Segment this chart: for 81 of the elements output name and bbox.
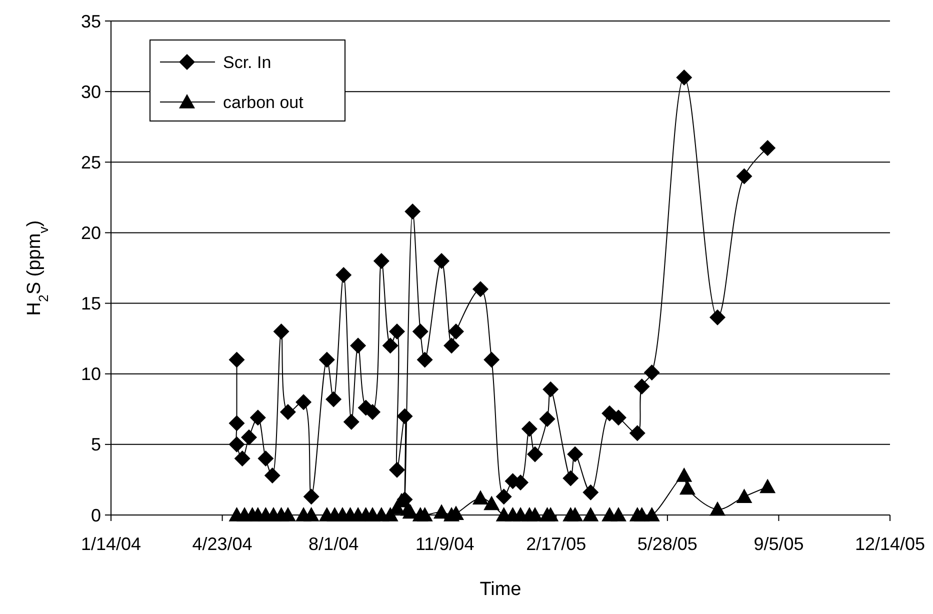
point — [582, 507, 599, 522]
x-tick-label: 4/23/04 — [192, 534, 252, 554]
point — [676, 467, 692, 482]
point — [389, 462, 406, 478]
point — [644, 507, 660, 522]
point — [472, 490, 488, 504]
x-tick-label: 11/9/04 — [415, 534, 474, 554]
point — [736, 168, 752, 184]
point — [496, 488, 512, 505]
point — [710, 309, 726, 326]
point — [444, 338, 460, 354]
point — [228, 436, 245, 452]
x-tick-label: 2/17/05 — [526, 534, 586, 554]
point — [404, 204, 421, 220]
point — [326, 391, 342, 408]
point — [296, 394, 312, 410]
point — [336, 267, 352, 284]
y-tick-label: 10 — [80, 364, 101, 384]
point — [258, 450, 274, 467]
point — [736, 488, 752, 504]
point — [240, 429, 257, 446]
point — [679, 480, 696, 495]
point — [582, 484, 599, 500]
point — [416, 507, 433, 522]
point — [710, 501, 726, 516]
point — [350, 338, 366, 354]
point — [228, 352, 245, 368]
point — [567, 446, 584, 462]
point — [472, 281, 488, 298]
x-tick-label: 9/5/05 — [754, 534, 804, 554]
y-tick-label: 20 — [80, 223, 101, 244]
point — [416, 352, 433, 368]
x-axis-title: Time — [480, 579, 522, 600]
point — [484, 496, 500, 510]
y-tick-label: 30 — [80, 82, 101, 102]
point — [318, 352, 335, 368]
point — [303, 488, 320, 505]
point — [542, 507, 559, 522]
x-tick-label: 12/14/05 — [854, 534, 926, 554]
point — [343, 414, 360, 430]
point — [484, 352, 500, 368]
y-tick-label: 15 — [80, 294, 101, 314]
point — [396, 408, 413, 424]
y-tick-label: 5 — [90, 434, 101, 455]
point — [610, 410, 626, 426]
point — [234, 450, 250, 467]
point — [273, 324, 290, 340]
legend-label: Scr. In — [223, 52, 272, 72]
point — [676, 69, 692, 86]
x-tick-label: 8/1/04 — [308, 534, 359, 554]
point — [527, 507, 543, 522]
point — [644, 364, 660, 380]
point — [250, 410, 266, 426]
point — [629, 425, 646, 442]
point — [389, 324, 406, 340]
point — [228, 415, 245, 432]
y-tick-label: 25 — [80, 152, 101, 172]
x-tick-label: 5/28/05 — [637, 534, 698, 554]
point — [567, 507, 584, 522]
point — [760, 140, 776, 156]
point — [610, 507, 626, 522]
point — [303, 507, 320, 522]
point — [280, 404, 296, 420]
point — [527, 446, 543, 462]
point — [448, 324, 464, 340]
point — [382, 338, 398, 354]
legend-label: carbon out — [223, 92, 304, 112]
point — [373, 252, 390, 269]
point — [434, 252, 450, 269]
point — [280, 507, 296, 522]
point — [542, 381, 559, 398]
point — [539, 411, 556, 428]
point — [562, 470, 579, 486]
x-tick-label: 1/14/04 — [80, 534, 142, 554]
y-tick-label: 0 — [90, 505, 101, 526]
point — [521, 420, 538, 437]
point — [412, 324, 428, 340]
point — [264, 467, 280, 484]
point — [760, 478, 776, 494]
point — [634, 378, 650, 395]
y-tick-label: 35 — [80, 11, 101, 32]
